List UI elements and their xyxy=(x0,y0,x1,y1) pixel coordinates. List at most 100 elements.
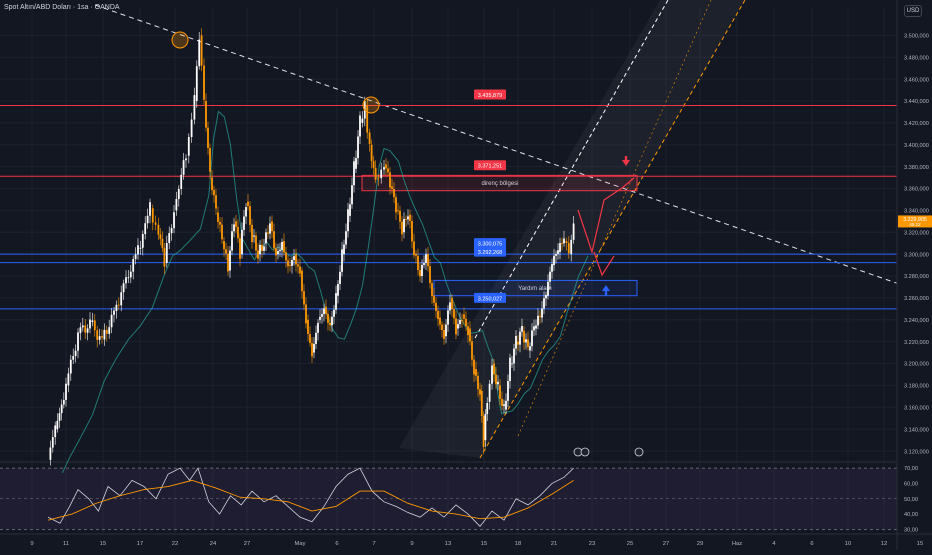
candle-body xyxy=(423,263,425,265)
candle-body xyxy=(261,244,263,251)
candle-body xyxy=(380,169,383,179)
level-tag-label: 3.435,879 xyxy=(478,93,502,99)
candle-body xyxy=(391,186,393,189)
candle-body xyxy=(475,369,477,376)
candle-body xyxy=(198,39,201,67)
candle-body xyxy=(72,356,75,360)
time-axis-tick: Haz xyxy=(732,541,742,547)
rsi-line xyxy=(47,467,574,527)
price-axis-tick: 3.180,000 xyxy=(904,384,929,390)
candle-body xyxy=(479,389,481,395)
candle-body xyxy=(235,221,237,227)
price-axis-tick: 3.360,000 xyxy=(904,187,929,193)
currency-badge[interactable]: USD xyxy=(904,5,922,17)
candle-body xyxy=(110,314,113,328)
candle-body xyxy=(459,320,461,325)
chart-title: Spot Altın/ABD Doları · 1sa · OANDA xyxy=(4,4,120,11)
candle-body xyxy=(357,136,359,159)
candle-body xyxy=(211,177,213,191)
candle-body xyxy=(372,161,375,168)
candle-body xyxy=(193,95,196,120)
candle-body xyxy=(515,336,517,349)
candle-body xyxy=(480,390,483,416)
candle-body xyxy=(221,224,223,240)
candle-body xyxy=(335,293,337,310)
level-tag xyxy=(474,238,506,249)
time-axis-tick: May xyxy=(295,541,306,547)
price-axis-tick: 3.500,000 xyxy=(904,34,929,40)
level-tag-label: 3.371,251 xyxy=(478,164,502,170)
candle-body xyxy=(407,216,409,220)
time-axis-tick: 22 xyxy=(172,541,178,547)
candle-body xyxy=(231,231,233,251)
candle-body xyxy=(393,188,395,198)
candle-body xyxy=(285,252,287,261)
candle-body xyxy=(319,316,321,320)
candle-body xyxy=(343,244,345,255)
candle-body xyxy=(563,238,565,244)
candle-body xyxy=(486,403,489,415)
candle-body xyxy=(497,381,499,385)
time-axis-tick: 15 xyxy=(481,541,487,547)
price-axis-tick: 3.120,000 xyxy=(904,449,929,455)
projection-path-red-2 xyxy=(593,251,615,277)
candle-body xyxy=(417,255,419,271)
candle-body xyxy=(84,325,87,333)
price-axis-tick: 3.240,000 xyxy=(904,318,929,324)
candle-body xyxy=(249,205,251,225)
candle-body xyxy=(299,266,301,274)
candle-body xyxy=(501,398,503,406)
zone-label: Yardım alanı xyxy=(518,286,552,292)
candle-body xyxy=(361,118,364,123)
candle-body xyxy=(127,277,130,279)
candle-body xyxy=(159,234,162,239)
candle-body xyxy=(389,172,391,188)
candle-body xyxy=(177,188,180,200)
candle-body xyxy=(355,158,357,169)
candle-body xyxy=(447,310,449,325)
candle-body xyxy=(115,304,118,312)
candle-body xyxy=(374,167,377,180)
zone-box xyxy=(433,279,638,297)
candle-body xyxy=(69,359,72,374)
candle-body xyxy=(139,247,142,249)
candle-body xyxy=(401,221,403,235)
candle-body xyxy=(331,316,333,326)
candle-body xyxy=(303,291,305,305)
event-icon xyxy=(634,447,644,457)
candle-body xyxy=(491,365,493,384)
level-tag xyxy=(474,246,506,257)
candle-body xyxy=(317,322,319,333)
price-axis-tick: 3.300,000 xyxy=(904,252,929,258)
candle-body xyxy=(277,251,279,255)
candle-body xyxy=(370,144,373,162)
time-axis-tick: 13 xyxy=(445,541,451,547)
candle-body xyxy=(439,317,441,325)
up-arrow-marker xyxy=(602,285,610,291)
candle-body xyxy=(74,350,77,357)
candle-body xyxy=(443,329,445,340)
down-arrow-stem xyxy=(624,156,628,161)
candle-body xyxy=(151,208,154,223)
candle-body xyxy=(134,254,137,260)
candle-body xyxy=(433,295,435,303)
candle-body xyxy=(503,404,505,406)
price-axis-tick: 3.440,000 xyxy=(904,99,929,105)
rsi-axis-tick: 40,00 xyxy=(904,512,918,518)
candle-body xyxy=(473,359,475,375)
candle-body xyxy=(507,380,509,401)
candle-body xyxy=(351,185,353,205)
candle-body xyxy=(65,383,67,400)
time-axis-tick: 11 xyxy=(63,541,69,547)
current-price-label: 3.329,905 xyxy=(903,217,927,223)
candle-body xyxy=(449,302,451,311)
candle-body xyxy=(273,231,275,249)
candle-body xyxy=(117,304,120,306)
candle-body xyxy=(413,241,415,256)
candle-body xyxy=(154,222,157,225)
candle-body xyxy=(463,314,465,319)
candle-body xyxy=(217,212,219,222)
